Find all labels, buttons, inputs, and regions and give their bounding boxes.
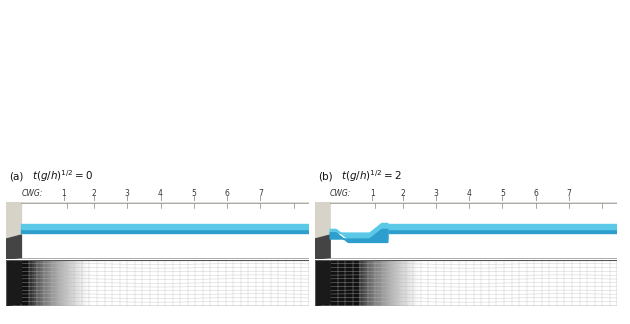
Bar (384, 260, 386, 306)
Bar (387, 260, 389, 306)
Bar (58, 260, 60, 306)
Polygon shape (315, 202, 330, 259)
Bar (50, 260, 52, 306)
Bar (382, 224, 617, 229)
Bar (21, 224, 309, 229)
Bar (6, 260, 28, 306)
Text: 1: 1 (61, 189, 66, 198)
Polygon shape (6, 260, 21, 306)
Bar (68, 260, 70, 306)
Bar (64, 260, 66, 306)
Bar (404, 260, 406, 306)
Bar (70, 260, 72, 306)
Polygon shape (315, 260, 330, 306)
Bar (402, 260, 404, 306)
Bar (38, 260, 40, 306)
Bar (398, 260, 399, 306)
Bar (315, 260, 357, 306)
Bar (84, 260, 86, 306)
Bar (43, 260, 45, 306)
Text: 6: 6 (225, 189, 229, 198)
Polygon shape (315, 235, 330, 259)
Text: CWG:: CWG: (21, 189, 43, 198)
Bar (48, 260, 50, 306)
Bar (406, 260, 408, 306)
Bar (399, 260, 402, 306)
Bar (86, 260, 88, 306)
Bar (396, 260, 398, 306)
Bar (42, 260, 43, 306)
Text: 3: 3 (125, 189, 130, 198)
Text: 4: 4 (467, 189, 472, 198)
Bar (364, 260, 365, 306)
Bar (382, 229, 617, 233)
Bar (382, 260, 384, 306)
Bar (369, 260, 372, 306)
Bar (74, 260, 76, 306)
Bar (55, 260, 58, 306)
Text: 7: 7 (566, 189, 571, 198)
Text: 5: 5 (500, 189, 505, 198)
Bar (80, 260, 82, 306)
Text: (a): (a) (9, 171, 24, 181)
Bar (362, 260, 364, 306)
Bar (408, 260, 410, 306)
Text: $t(g/h)^{1/2}=0$: $t(g/h)^{1/2}=0$ (32, 168, 93, 184)
Bar (40, 260, 42, 306)
Text: 5: 5 (192, 189, 196, 198)
Text: 4: 4 (158, 189, 163, 198)
Bar (82, 260, 84, 306)
Bar (66, 260, 68, 306)
Bar (377, 260, 379, 306)
Bar (394, 260, 396, 306)
Polygon shape (6, 202, 21, 259)
Text: CWG:: CWG: (330, 189, 352, 198)
Bar (389, 260, 392, 306)
Bar (72, 260, 74, 306)
Bar (62, 260, 64, 306)
Bar (45, 260, 48, 306)
Text: 2: 2 (400, 189, 405, 198)
Bar (357, 260, 359, 306)
Bar (32, 260, 33, 306)
Bar (52, 260, 54, 306)
Bar (28, 260, 30, 306)
Bar (30, 260, 32, 306)
Bar (375, 260, 377, 306)
Text: 6: 6 (534, 189, 538, 198)
Text: 3: 3 (433, 189, 438, 198)
Polygon shape (330, 229, 388, 242)
Bar (365, 260, 367, 306)
Polygon shape (6, 235, 21, 259)
Bar (410, 260, 412, 306)
Text: 2: 2 (91, 189, 96, 198)
Text: 7: 7 (258, 189, 263, 198)
Bar (54, 260, 55, 306)
Bar (78, 260, 80, 306)
Bar (412, 260, 414, 306)
Bar (21, 229, 309, 233)
Text: $t(g/h)^{1/2}=2$: $t(g/h)^{1/2}=2$ (341, 168, 401, 184)
Text: 1: 1 (370, 189, 375, 198)
Bar (414, 260, 416, 306)
Bar (386, 260, 387, 306)
Bar (359, 260, 362, 306)
Bar (33, 260, 35, 306)
Bar (392, 260, 394, 306)
Bar (367, 260, 369, 306)
Polygon shape (330, 224, 388, 239)
Bar (416, 260, 418, 306)
Bar (379, 260, 382, 306)
Bar (76, 260, 78, 306)
Bar (35, 260, 38, 306)
Bar (374, 260, 375, 306)
Bar (60, 260, 62, 306)
Text: (b): (b) (318, 171, 333, 181)
Bar (372, 260, 374, 306)
